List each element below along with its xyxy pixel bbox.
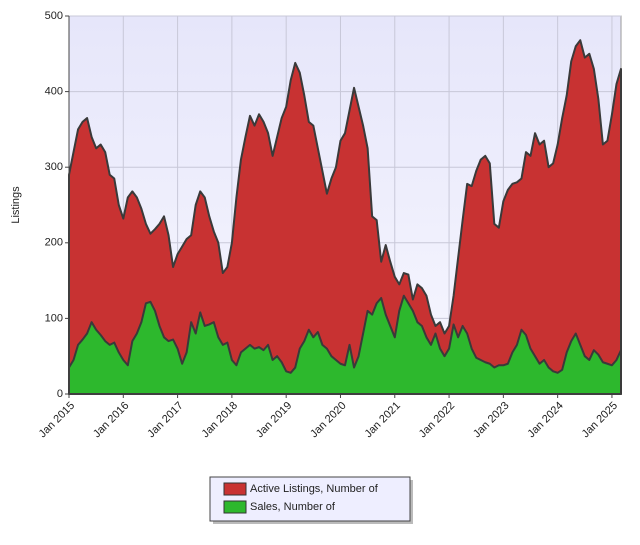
y-tick-label: 500 — [45, 10, 63, 22]
y-tick-label: 300 — [45, 161, 63, 173]
y-axis-label: Listings — [10, 186, 22, 224]
legend-swatch — [223, 500, 247, 514]
x-tick-label: Jan 2023 — [471, 400, 511, 440]
x-tick-label: Jan 2018 — [200, 400, 240, 440]
legend-label: Active Listings, Number of — [250, 483, 379, 495]
x-tick-label: Jan 2015 — [37, 400, 77, 440]
area — [68, 39, 622, 395]
x-tick-label: Jan 2025 — [580, 400, 620, 440]
area — [68, 294, 622, 395]
y-tick-label: 100 — [45, 312, 63, 324]
x-tick-label: Jan 2021 — [362, 400, 402, 440]
x-tick-label: Jan 2017 — [145, 400, 185, 440]
x-tick-label: Jan 2019 — [254, 400, 294, 440]
x-tick-label: Jan 2024 — [525, 400, 565, 440]
x-tick-label: Jan 2020 — [308, 400, 348, 440]
x-tick-label: Jan 2016 — [91, 400, 131, 440]
x-tick-label: Jan 2022 — [417, 400, 457, 440]
legend-swatch — [223, 482, 247, 496]
y-tick-label: 0 — [57, 388, 63, 400]
y-tick-label: 200 — [45, 237, 63, 249]
y-tick-label: 400 — [45, 86, 63, 98]
legend-label: Sales, Number of — [250, 501, 336, 513]
